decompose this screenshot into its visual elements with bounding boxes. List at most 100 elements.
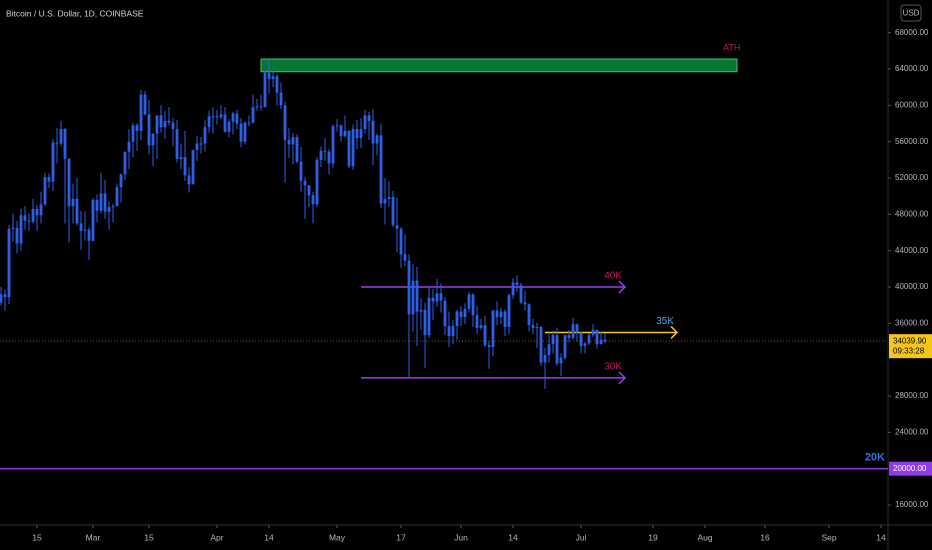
- x-tick-label: Aug: [697, 532, 712, 542]
- x-tick-label: Apr: [210, 532, 223, 542]
- x-tick-label: Mar: [86, 532, 101, 542]
- y-tick-label: 24000.00: [895, 427, 929, 436]
- candle-body: [31, 208, 35, 222]
- candle-body: [399, 228, 403, 255]
- candle-body: [239, 123, 243, 142]
- candle-body: [307, 185, 311, 196]
- candle-body: [559, 357, 563, 364]
- candle-body: [147, 114, 151, 146]
- candle-body: [231, 113, 235, 122]
- candle-body: [591, 329, 595, 336]
- candle-body: [327, 151, 331, 164]
- y-tick-label: 60000.00: [895, 100, 929, 109]
- candle-body: [555, 335, 559, 364]
- candle-body: [463, 308, 467, 317]
- candle-body: [427, 297, 431, 336]
- x-tick-label: 15: [32, 532, 42, 542]
- candle-body: [387, 197, 391, 199]
- candle-body: [563, 335, 567, 358]
- candle-body: [503, 311, 507, 327]
- candle-body: [183, 157, 187, 176]
- candle-body: [91, 199, 95, 241]
- candle-body: [395, 225, 399, 229]
- candle-body: [355, 128, 359, 139]
- candle-body: [215, 116, 219, 118]
- candle-body: [39, 204, 43, 216]
- x-tick-label: 16: [760, 532, 770, 542]
- x-tick-label: May: [329, 532, 346, 542]
- candle-body: [139, 94, 143, 131]
- y-tick-label: 56000.00: [895, 137, 929, 146]
- candle-body: [75, 198, 79, 224]
- x-tick-label: 14: [264, 532, 274, 542]
- candle-body: [415, 280, 419, 312]
- candle-body: [143, 94, 147, 115]
- candle-body: [499, 311, 503, 317]
- currency-box[interactable]: [900, 4, 922, 22]
- candle-body: [171, 122, 175, 129]
- candle-body: [131, 125, 135, 142]
- candle-body: [551, 335, 555, 345]
- candle-body: [483, 325, 487, 346]
- candle-body: [27, 220, 31, 222]
- candle-body: [87, 229, 91, 241]
- y-tick-label: 40000.00: [895, 282, 929, 291]
- x-tick-label: 15: [144, 532, 154, 542]
- candle-body: [403, 254, 407, 261]
- candle-body: [111, 206, 115, 208]
- candle-body: [547, 344, 551, 356]
- candle-body: [167, 120, 171, 123]
- x-tick-label: 14: [876, 532, 886, 542]
- candle-body: [127, 141, 131, 152]
- candle-body: [155, 115, 159, 134]
- candle-body: [575, 324, 579, 333]
- candle-body: [275, 76, 279, 93]
- candle-body: [123, 151, 127, 175]
- candle-body: [539, 326, 543, 363]
- candle-body: [535, 326, 539, 328]
- candle-body: [347, 130, 351, 167]
- candle-body: [107, 207, 111, 212]
- candle-body: [95, 199, 99, 211]
- x-tick-label: Jun: [454, 532, 468, 542]
- currency[interactable]: USD: [903, 9, 920, 18]
- candle-body: [471, 294, 475, 316]
- candle-body: [179, 157, 183, 159]
- level-label: 35K: [656, 316, 674, 327]
- candle-body: [419, 309, 423, 312]
- candle-body: [235, 113, 239, 124]
- y-tick-label: 36000.00: [895, 318, 929, 327]
- candle-body: [351, 128, 355, 167]
- candle-body: [455, 311, 459, 327]
- candle-body: [11, 227, 15, 229]
- candle-body: [363, 115, 367, 129]
- level-label: 40K: [604, 271, 622, 282]
- candle-body: [227, 121, 231, 132]
- candle-body: [383, 198, 387, 204]
- candle-body: [379, 135, 383, 204]
- x-tick-label: 14: [508, 532, 518, 542]
- y-tick-label: 48000.00: [895, 209, 929, 218]
- candle-body: [7, 228, 11, 298]
- candle-body: [243, 122, 247, 142]
- candle-body: [411, 280, 415, 315]
- candle-body: [467, 294, 471, 309]
- level-label: 20K: [865, 452, 885, 464]
- candle-body: [495, 310, 499, 317]
- candle-body: [479, 325, 483, 328]
- candle-body: [279, 92, 283, 106]
- candle-body: [283, 105, 287, 140]
- candle-body: [55, 142, 59, 144]
- candle-body: [211, 116, 215, 118]
- zone-label: ATH: [723, 42, 740, 52]
- candle-body: [319, 150, 323, 160]
- chart-title: Bitcoin / U.S. Dollar, 1D, COINBASE: [6, 8, 144, 18]
- candle-body: [491, 310, 495, 347]
- candle-body: [571, 324, 575, 338]
- candle-body: [323, 150, 327, 152]
- candle-body: [367, 115, 371, 121]
- y-tick-label: 68000.00: [895, 28, 929, 37]
- candle-body: [199, 143, 203, 145]
- candle-body: [523, 302, 527, 305]
- candle-body: [519, 285, 523, 303]
